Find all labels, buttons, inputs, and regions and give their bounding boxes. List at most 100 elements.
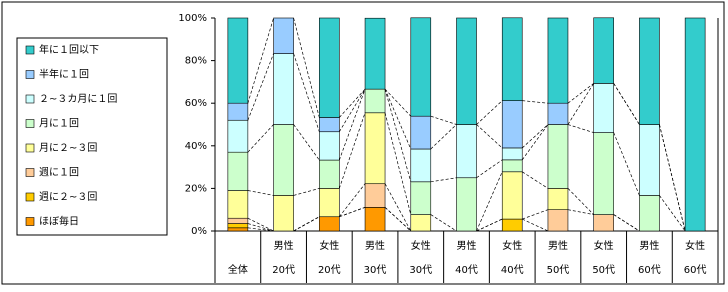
legend-swatch <box>25 168 35 177</box>
bar-segment <box>364 183 386 208</box>
connector-line <box>339 88 366 132</box>
connector-line <box>384 89 412 150</box>
connector-line <box>613 83 640 125</box>
x-tick-label: 20代 <box>272 264 295 276</box>
connector-line <box>384 207 412 232</box>
connector-line <box>339 207 366 218</box>
legend-swatch <box>25 94 35 104</box>
bar-segment <box>501 159 523 173</box>
connector-line <box>430 214 457 232</box>
bar-segment <box>319 216 340 232</box>
legend-label: 半年に１回 <box>39 68 89 81</box>
bar-segment <box>364 17 386 90</box>
x-group-label: 女性 <box>502 239 522 252</box>
legend-swatch <box>25 70 35 79</box>
connector-line <box>521 124 549 161</box>
legend-box <box>16 37 168 236</box>
x-group-label: 女性 <box>685 239 705 252</box>
bar-segment <box>227 119 249 153</box>
x-tick-label: 全体 <box>228 263 248 276</box>
connector-line <box>613 214 640 232</box>
connector-line <box>293 188 320 196</box>
bar-segment <box>319 188 340 218</box>
connector-line <box>430 177 457 183</box>
bar-segment <box>227 17 249 104</box>
bar-segment <box>273 17 294 54</box>
connector-line <box>613 132 640 196</box>
connector-line <box>247 227 274 232</box>
bar-segment <box>501 171 523 220</box>
legend-label: 週に１回 <box>39 167 79 179</box>
bar-segment <box>319 131 340 161</box>
legend-label: ほぼ毎日 <box>39 215 79 228</box>
connector-line <box>567 124 594 133</box>
bar-segment <box>273 195 294 232</box>
connector-line <box>339 88 366 118</box>
bar-segment <box>227 190 249 219</box>
legend-swatch <box>25 192 35 202</box>
connector-line <box>476 100 503 125</box>
x-group-label: 女性 <box>594 239 614 252</box>
y-tick-label: 0% <box>191 226 207 237</box>
connector-line <box>476 171 503 232</box>
bar-segment <box>684 17 706 232</box>
x-group-label: 男性 <box>365 239 385 252</box>
x-group-label: 男性 <box>548 239 568 252</box>
y-tick-label: 20% <box>185 183 207 194</box>
bar-segment <box>364 207 386 232</box>
x-tick-label: 50代 <box>547 264 570 276</box>
x-tick-label: 20代 <box>318 264 341 276</box>
legend-label: 月に１回 <box>39 118 79 130</box>
legend-label: 年に１回以下 <box>39 43 99 56</box>
connector-line <box>659 195 686 232</box>
x-tick-label: 30代 <box>364 264 387 276</box>
x-group-label: 男性 <box>274 239 294 252</box>
x-tick-label: 30代 <box>409 264 432 276</box>
connector-line <box>522 171 549 189</box>
bar-segment <box>547 188 569 210</box>
connector-line <box>384 89 412 182</box>
connector-line <box>384 88 412 117</box>
bar-segment <box>227 227 249 232</box>
connector-line <box>521 124 549 149</box>
legend-label: ２~３カ月に１回 <box>39 93 117 105</box>
connector-line <box>293 124 320 161</box>
x-tick-label: 40代 <box>501 264 524 276</box>
bar-segment <box>639 195 660 232</box>
bar-segment <box>547 124 569 189</box>
y-tick-label: 60% <box>185 98 207 109</box>
bar-segment <box>319 17 340 118</box>
connector-line <box>293 17 320 118</box>
x-group-label: 男性 <box>639 239 659 252</box>
bar-segment <box>547 209 569 232</box>
y-tick-label: 40% <box>185 141 207 152</box>
y-tick-label: 100% <box>178 13 207 24</box>
x-tick-label: 40代 <box>455 264 478 276</box>
bar-segment <box>273 124 294 196</box>
bar-segment <box>639 17 660 125</box>
bar-segment <box>364 88 386 114</box>
connector-line <box>247 190 274 196</box>
legend-swatch <box>25 119 35 128</box>
bar-segment <box>593 214 614 232</box>
bar-segment <box>410 181 432 215</box>
bar-segment <box>410 17 432 117</box>
connector-line <box>659 124 686 232</box>
connector-line <box>522 209 549 220</box>
bar-segment <box>501 147 523 161</box>
legend-swatch <box>25 217 35 226</box>
connector-line <box>247 53 274 121</box>
x-group-label: 女性 <box>411 239 431 252</box>
bar-segment <box>227 217 249 224</box>
bar-segment <box>319 117 340 133</box>
connector-line <box>338 112 366 189</box>
bar-segment <box>364 112 386 185</box>
bar-segment <box>593 132 614 215</box>
legend-swatch <box>25 45 35 55</box>
x-tick-label: 50代 <box>592 264 615 276</box>
connector-line <box>430 124 457 150</box>
connector-line <box>384 183 412 232</box>
bar-segment <box>319 159 340 189</box>
bar-segment <box>593 17 614 84</box>
